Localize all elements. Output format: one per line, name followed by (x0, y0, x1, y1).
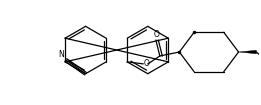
Polygon shape (239, 50, 256, 54)
Text: O: O (144, 59, 150, 68)
Text: O: O (154, 30, 160, 39)
Text: N: N (58, 50, 64, 59)
